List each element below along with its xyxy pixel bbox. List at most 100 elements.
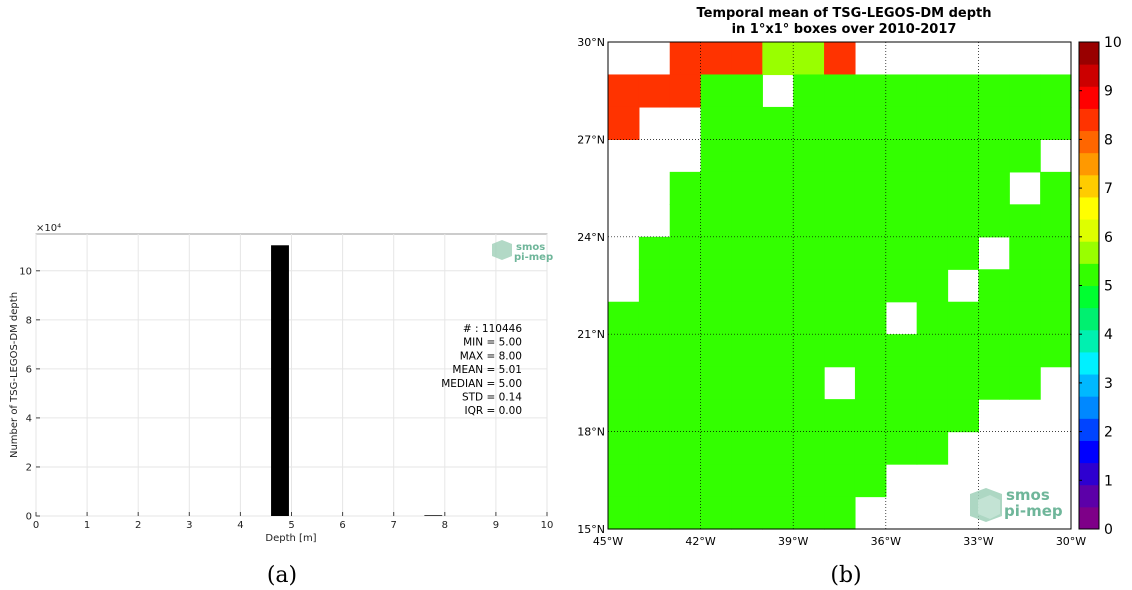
map-cell <box>1040 74 1072 108</box>
map-cell <box>885 171 918 205</box>
map-cell <box>793 42 825 76</box>
map-cell <box>1009 269 1041 303</box>
caption-b: (b) <box>830 563 861 588</box>
map-cell <box>916 366 949 400</box>
map-cell <box>669 269 702 303</box>
map-cell <box>916 139 949 173</box>
map-cell <box>700 204 733 238</box>
map-lon-tick-label: 33°W <box>963 535 993 548</box>
map-cell <box>1040 236 1072 270</box>
histogram-x-tick-label: 7 <box>391 520 397 531</box>
smos-pimep-logo-left: smos pi-mep <box>492 240 553 263</box>
map-cell <box>978 269 1010 303</box>
map-cell <box>762 204 794 238</box>
map-cell <box>916 236 949 270</box>
histogram-x-tick-label: 3 <box>186 520 192 531</box>
map-cell <box>978 366 1010 400</box>
map-cell <box>1009 366 1041 400</box>
map-cell <box>638 399 671 433</box>
map-lat-tick-label: 24°N <box>577 231 605 244</box>
map-cell <box>854 106 887 140</box>
colorbar-segment <box>1079 374 1099 397</box>
map-cell <box>608 106 640 140</box>
histogram-y-tick-label: 0 <box>26 512 32 523</box>
stat-mean: MEAN = 5.01 <box>452 364 522 376</box>
map-cell <box>854 74 887 108</box>
histogram-y-axis-label: Number of TSG-LEGOS-DM depth <box>9 292 20 458</box>
map-lon-tick-label: 30°W <box>1056 535 1086 548</box>
colorbar-segment <box>1079 219 1099 242</box>
map-cell <box>885 236 918 270</box>
colorbar-segment <box>1079 196 1099 220</box>
map-cell <box>793 106 825 140</box>
map-cell <box>885 106 918 140</box>
histogram-x-tick-label: 1 <box>84 520 90 531</box>
map-cell <box>1009 236 1041 270</box>
map-cell <box>762 106 794 140</box>
histogram-x-axis-label: Depth [m] <box>265 533 316 544</box>
map-lat-tick-label: 21°N <box>577 328 605 341</box>
map-cell <box>1009 301 1041 335</box>
map-cell <box>947 74 979 108</box>
map-cell <box>608 399 640 433</box>
colorbar-segment <box>1079 263 1099 286</box>
histogram-bar <box>271 245 289 516</box>
map-cell <box>700 74 733 108</box>
map-y-ticks: 15°N 18°N 21°N 24°N 27°N 30°N <box>577 36 605 536</box>
map-cell <box>824 74 856 108</box>
colorbar-segment <box>1079 506 1099 530</box>
colorbar-tick-label: 10 <box>1104 35 1122 51</box>
map-cell <box>1040 301 1072 335</box>
colorbar-tick-label: 7 <box>1104 181 1113 197</box>
map-cell <box>978 106 1010 140</box>
colorbar-segment <box>1079 396 1099 419</box>
histogram-y-tick-label: 2 <box>26 462 32 473</box>
logo-text-smos: smos <box>516 242 545 253</box>
map-cell <box>916 334 949 368</box>
map-cell <box>608 74 640 108</box>
map-title-line1: Temporal mean of TSG-LEGOS-DM depth <box>696 6 991 21</box>
histogram-bar <box>424 515 443 516</box>
map-frame <box>607 41 1072 530</box>
histogram-bars <box>271 245 443 516</box>
histogram-y-tick-label: 6 <box>26 364 32 375</box>
map-cell <box>700 366 733 400</box>
colorbar-tick-label: 3 <box>1104 376 1113 392</box>
map-cell <box>916 301 949 335</box>
map-cell <box>669 236 702 270</box>
map-cell <box>638 496 671 530</box>
map-cell <box>978 171 1010 205</box>
map-cell <box>700 171 733 205</box>
colorbar-tick-label: 1 <box>1104 473 1113 489</box>
map-cell <box>916 74 949 108</box>
map-cell <box>1040 171 1072 205</box>
map-cell <box>638 366 671 400</box>
map-cell <box>978 334 1010 368</box>
colorbar-segment <box>1079 351 1099 375</box>
map-lat-tick-label: 18°N <box>577 426 605 439</box>
map-lon-tick-label: 45°W <box>593 535 623 548</box>
map-cell <box>854 269 887 303</box>
map-cell <box>916 431 949 465</box>
colorbar-segment <box>1079 440 1099 464</box>
map-cell <box>638 431 671 465</box>
colorbar-tick-label: 0 <box>1104 522 1113 538</box>
map-cell <box>608 496 640 530</box>
map-cell <box>854 464 887 498</box>
map-cell <box>731 431 763 465</box>
map-cell <box>1009 334 1041 368</box>
colorbar-segment <box>1079 285 1099 309</box>
map-cell <box>669 204 702 238</box>
colorbar-segment <box>1079 241 1099 264</box>
map-cell <box>731 106 763 140</box>
map-lat-tick-label: 15°N <box>577 523 605 536</box>
map-cell <box>854 236 887 270</box>
map-cell <box>824 301 856 335</box>
map-cell <box>731 496 763 530</box>
map-cell <box>916 269 949 303</box>
map-cell <box>762 236 794 270</box>
colorbar-segment <box>1079 64 1099 87</box>
map-cell <box>978 74 1010 108</box>
map-cell <box>731 236 763 270</box>
